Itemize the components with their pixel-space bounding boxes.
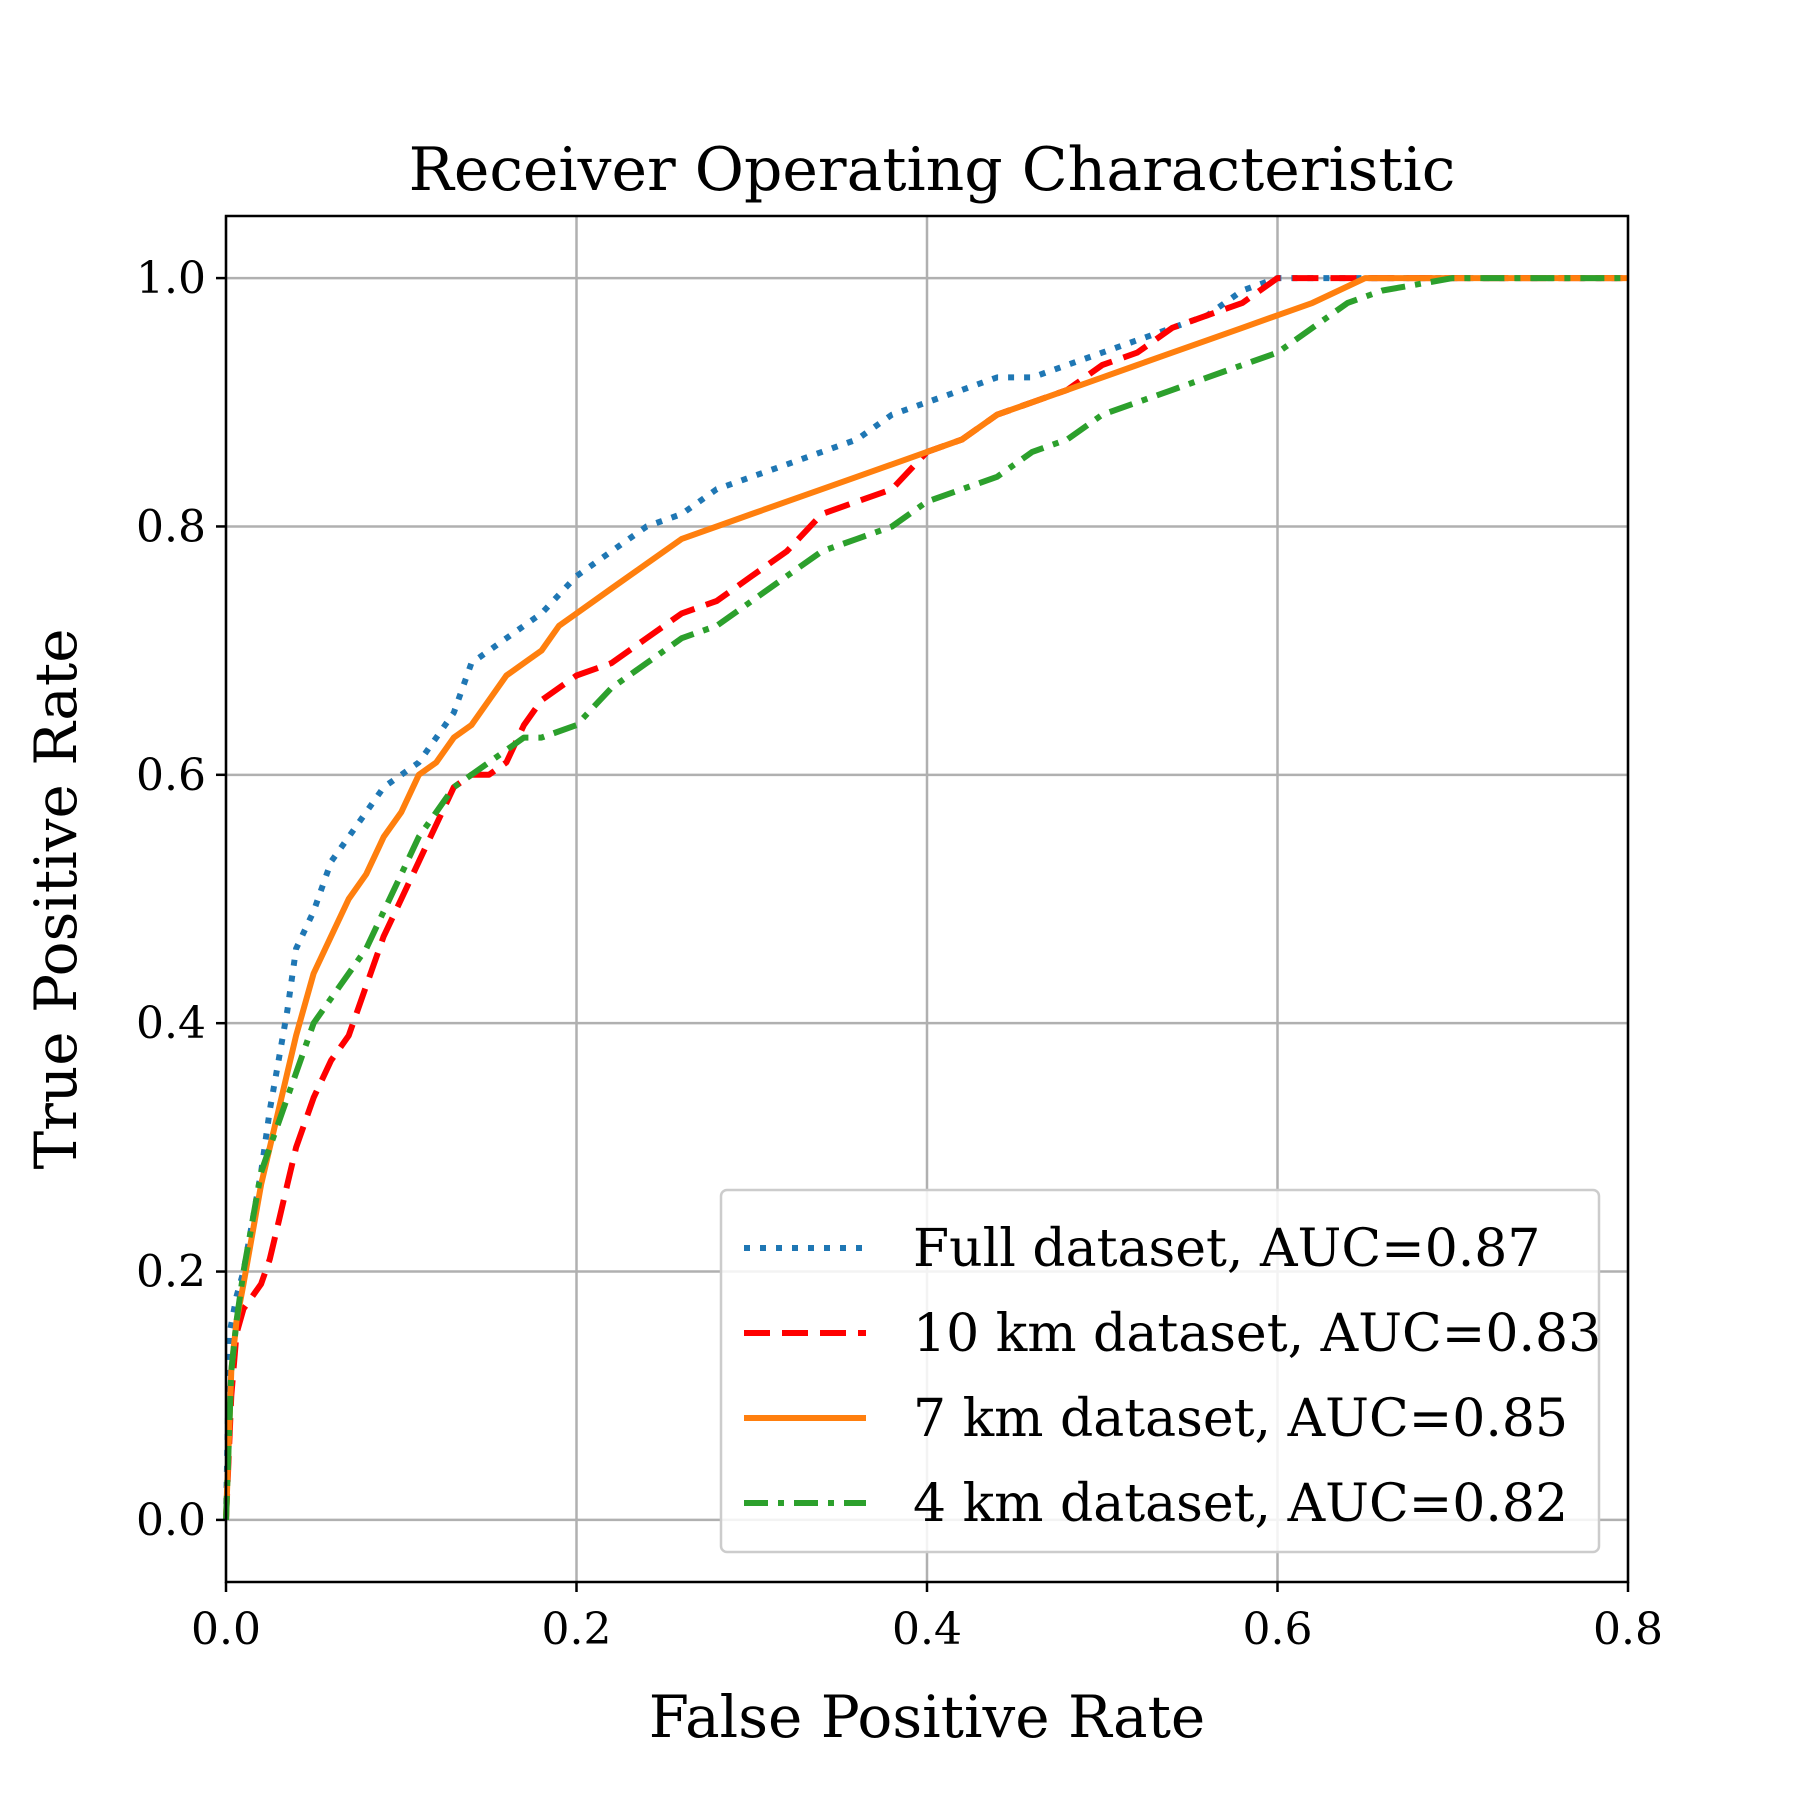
y-tick-label: 0.8 [136,501,206,552]
y-tick-label: 1.0 [136,253,206,304]
y-axis-title: True Positive Rate [22,628,90,1169]
chart-title: Receiver Operating Characteristic [409,135,1456,205]
legend-label: 7 km dataset, AUC=0.85 [913,1389,1568,1449]
x-tick-label: 0.2 [542,1604,612,1655]
series-line-3 [223,275,1628,1521]
axis-ticks: 0.0 0.2 0.4 0.6 0.8 0.0 0.2 0.4 0.6 0.8 1.0 [136,253,1663,1655]
legend-label: Full dataset, AUC=0.87 [913,1219,1540,1279]
legend-label: 10 km dataset, AUC=0.83 [913,1304,1601,1364]
series-lines [223,275,1628,1521]
y-tick-label: 0.0 [136,1495,206,1546]
y-tick-label: 0.2 [136,1247,206,1298]
x-tick-label: 0.8 [1593,1604,1663,1655]
series-line-2 [223,275,1628,1521]
series-line-1 [223,275,1628,1520]
series-line-4 [223,275,1628,1521]
legend-label: 4 km dataset, AUC=0.82 [913,1474,1568,1534]
y-tick-label: 0.4 [136,998,206,1049]
x-axis-title: False Positive Rate [649,1683,1205,1751]
x-tick-label: 0.6 [1243,1604,1313,1655]
legend: Full dataset, AUC=0.87 10 km dataset, AUC… [719,1188,1601,1554]
x-tick-label: 0.4 [892,1604,962,1655]
x-tick-label: 0.0 [191,1604,261,1655]
y-tick-label: 0.6 [136,750,206,801]
legend-box [719,1188,1601,1554]
